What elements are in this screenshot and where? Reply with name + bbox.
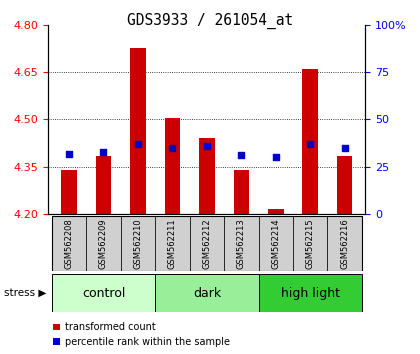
Point [204,143,210,149]
Text: control: control [82,287,125,299]
Bar [259,274,362,312]
Text: transformed count: transformed count [65,322,156,332]
Text: GSM562214: GSM562214 [271,218,280,269]
Bar [130,48,146,214]
Point [307,141,314,147]
Bar [61,170,77,214]
Bar [328,216,362,271]
Text: GSM562208: GSM562208 [65,218,73,269]
Point [238,153,245,158]
Text: percentile rank within the sample: percentile rank within the sample [65,337,230,347]
Bar [234,170,249,214]
Text: stress ▶: stress ▶ [4,288,47,298]
Text: GSM562211: GSM562211 [168,218,177,269]
Text: GSM562213: GSM562213 [237,218,246,269]
Text: GSM562209: GSM562209 [99,218,108,269]
Text: GDS3933 / 261054_at: GDS3933 / 261054_at [127,12,293,29]
Text: GSM562215: GSM562215 [306,218,315,269]
Text: high light: high light [281,287,340,299]
Point [100,149,107,154]
Bar [268,210,284,214]
Text: dark: dark [193,287,221,299]
Bar [96,156,111,214]
Bar [302,69,318,214]
Bar [52,216,86,271]
Bar [337,156,352,214]
Point [169,145,176,151]
Bar [293,216,328,271]
Bar [224,216,259,271]
Bar [165,118,180,214]
Text: GSM562210: GSM562210 [134,218,142,269]
Bar [121,216,155,271]
Point [341,145,348,151]
Text: GSM562216: GSM562216 [340,218,349,269]
Point [66,151,72,156]
Bar [155,216,189,271]
Text: GSM562212: GSM562212 [202,218,211,269]
Bar [189,216,224,271]
Bar [259,216,293,271]
Point [273,155,279,160]
Bar [86,216,121,271]
Point [134,141,141,147]
Bar [52,274,155,312]
Bar [199,138,215,214]
Bar [155,274,259,312]
